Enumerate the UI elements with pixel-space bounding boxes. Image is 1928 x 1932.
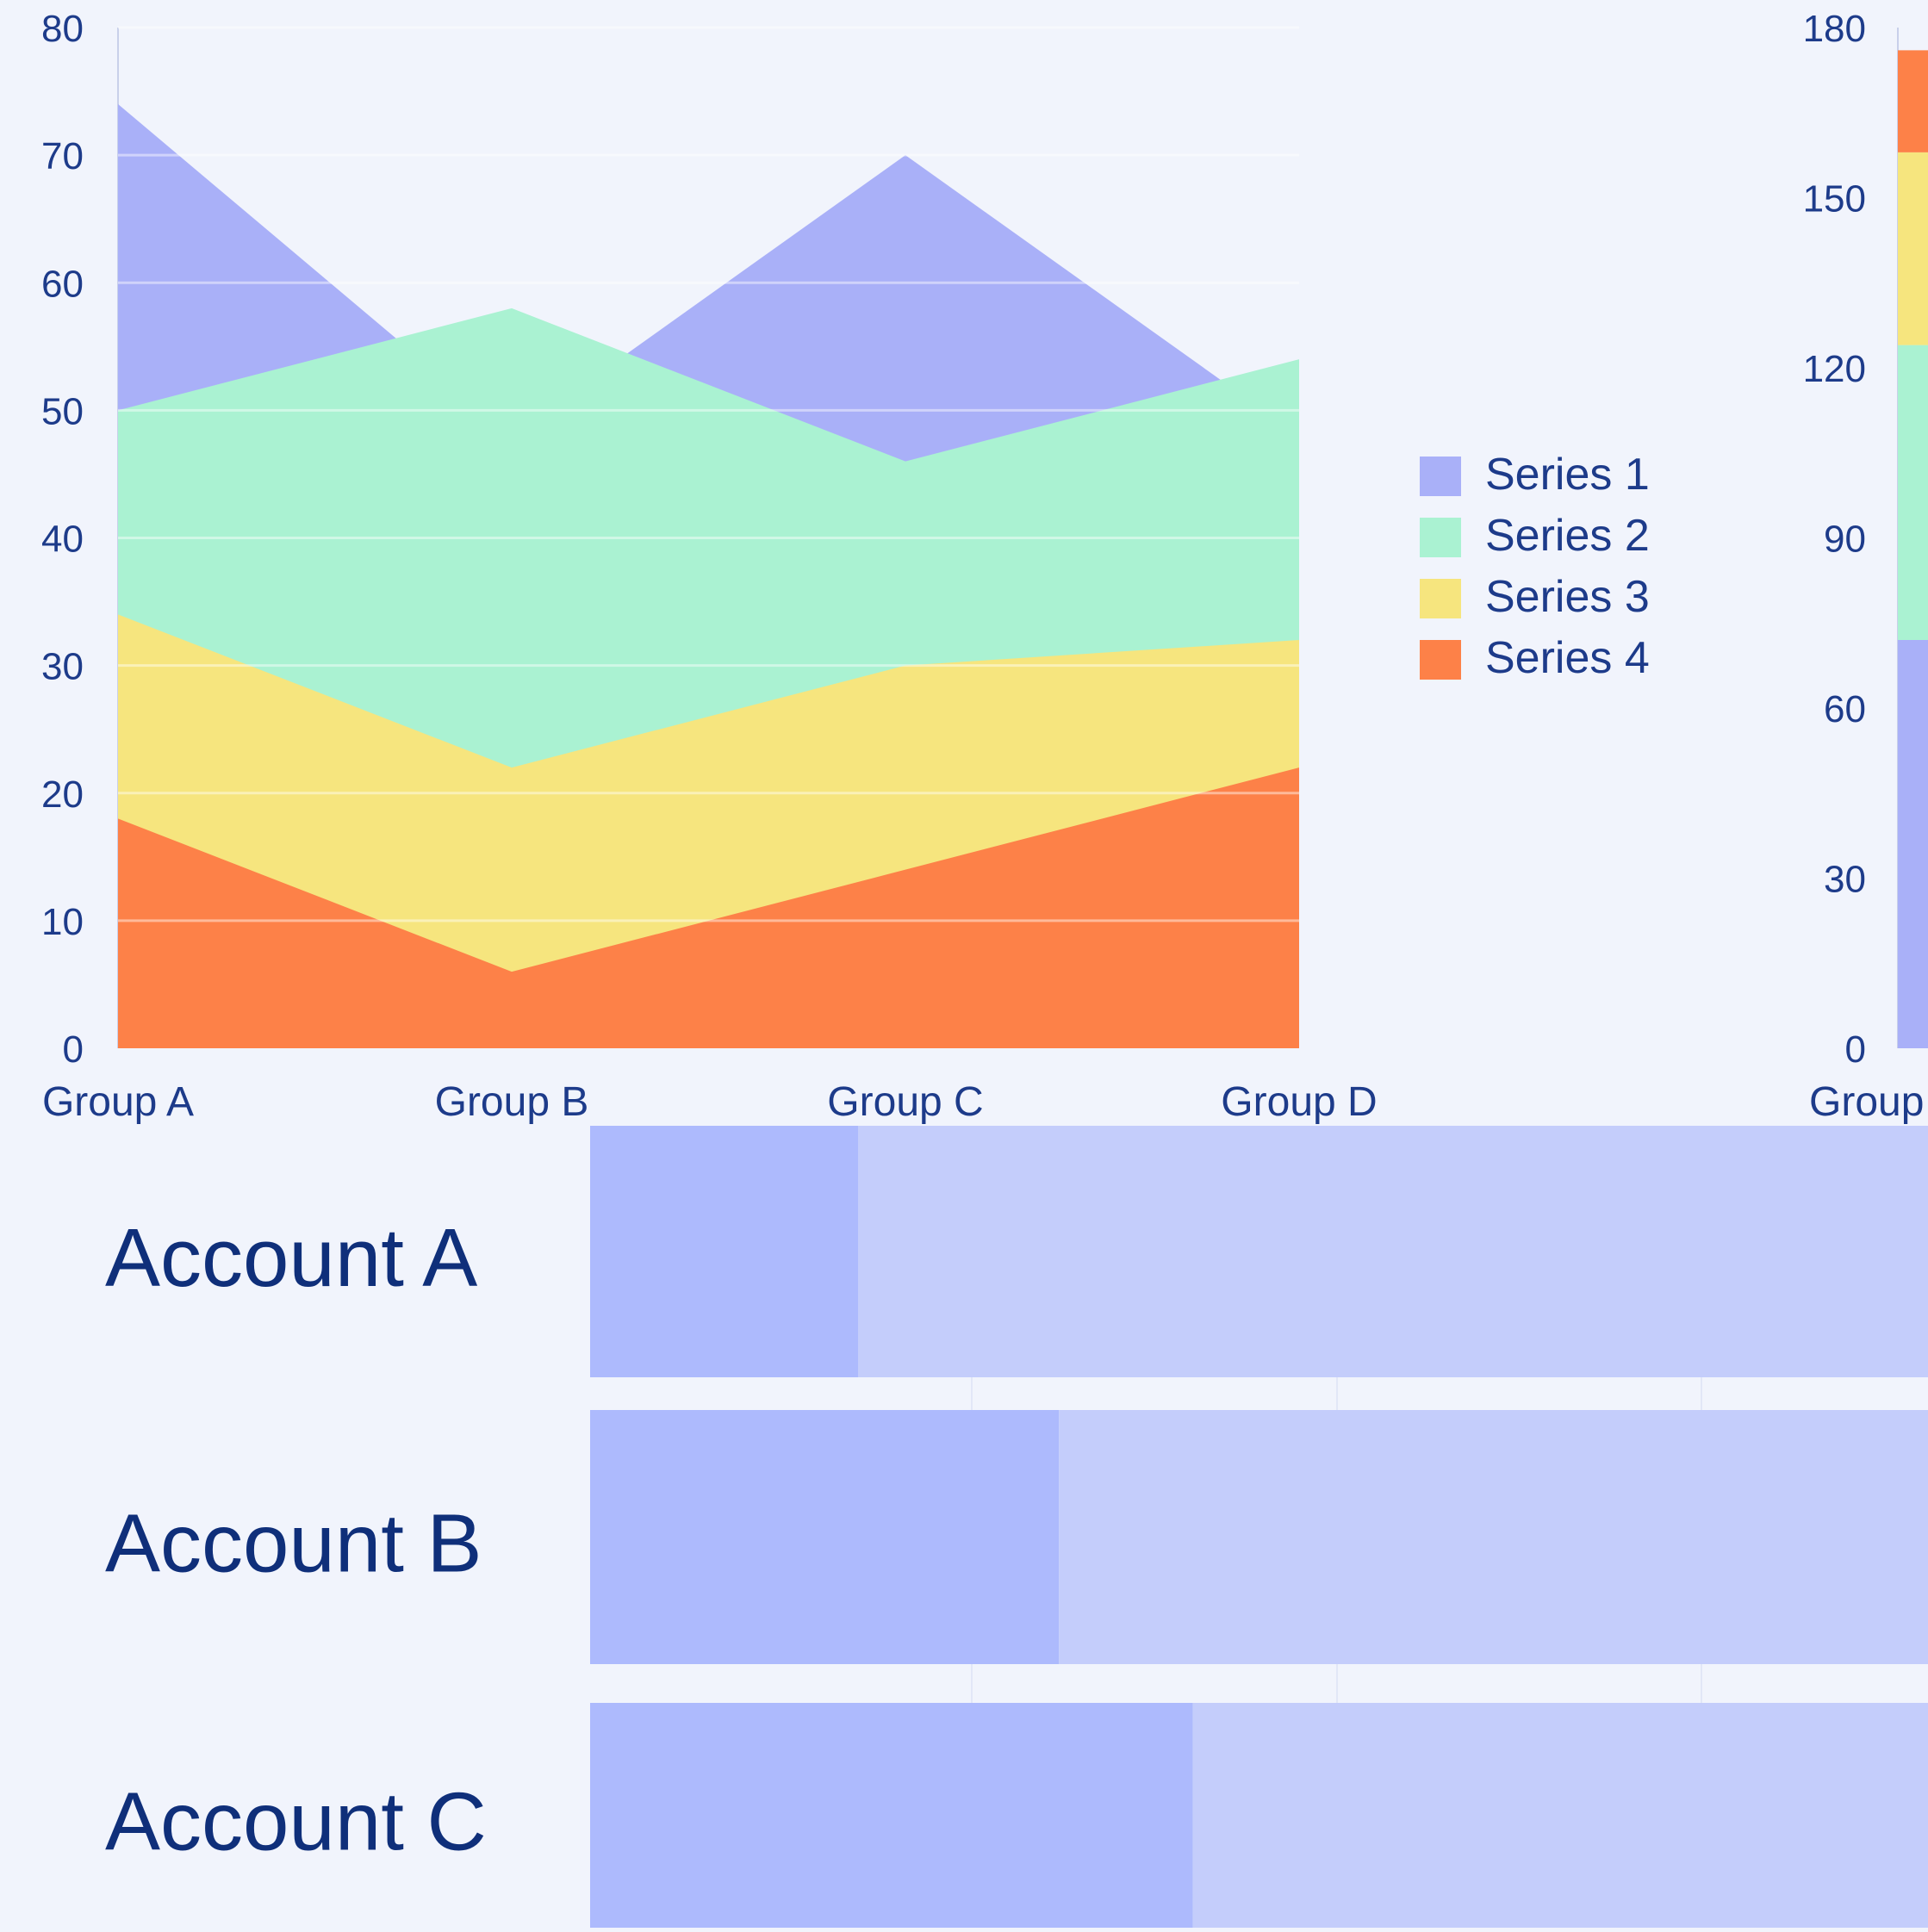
x-tick-label: Group D	[1221, 1079, 1377, 1125]
area-chart-main: 0 10 20 30 40 50 60 70 80 Group A Group B Group C Gr…	[41, 8, 1650, 1125]
bar-segment-1	[590, 1410, 1060, 1664]
x-tick-label: Group A	[42, 1079, 194, 1125]
y-tick-label: 0	[63, 1028, 84, 1071]
y-tick-label: 30	[41, 646, 84, 688]
legend-label: Series 4	[1485, 633, 1650, 683]
y-tick-label: 90	[1824, 519, 1866, 561]
bar-segment-2	[1059, 1410, 1928, 1664]
x-tick-label: Group	[1809, 1079, 1924, 1125]
y-tick-label: 180	[1803, 8, 1866, 50]
account-bar-chart: Account A Account B Account C	[105, 1126, 1928, 1928]
legend-label: Series 3	[1485, 572, 1650, 622]
y-tick-label: 40	[41, 519, 84, 561]
legend-swatch	[1420, 579, 1461, 618]
legend-swatch	[1420, 518, 1461, 557]
x-tick-label: Group C	[827, 1079, 983, 1125]
legend-label: Series 2	[1485, 511, 1650, 561]
stacked-area-series-4	[1898, 50, 1928, 152]
legend-swatch	[1420, 457, 1461, 496]
stacked-area-series-3	[1898, 152, 1928, 345]
y-tick-label: 60	[1824, 688, 1866, 730]
y-tick-label: 0	[1845, 1028, 1866, 1071]
legend-swatch	[1420, 640, 1461, 680]
bar-segment-1	[590, 1703, 1193, 1928]
category-label: Account C	[105, 1776, 487, 1868]
area-chart-side: 0 30 60 90 120 150 180 Group	[1803, 8, 1928, 1125]
y-tick-label: 80	[41, 8, 84, 50]
y-tick-label: 20	[41, 773, 84, 816]
y-tick-label: 30	[1824, 859, 1866, 901]
category-label: Account A	[105, 1212, 477, 1304]
y-tick-label: 120	[1803, 348, 1866, 390]
bar-segment-1	[590, 1126, 858, 1377]
y-tick-label: 10	[41, 901, 84, 943]
stacked-area-series-1	[1898, 640, 1928, 1048]
y-tick-label: 50	[41, 390, 84, 432]
x-tick-label: Group B	[435, 1079, 589, 1125]
area-series-4	[118, 767, 1299, 1048]
category-label: Account B	[105, 1498, 482, 1590]
y-tick-label: 150	[1803, 178, 1866, 221]
legend-label: Series 1	[1485, 450, 1650, 500]
bar-segment-2	[1192, 1703, 1928, 1928]
stacked-area-series-2	[1898, 345, 1928, 640]
bar-segment-2	[858, 1126, 1928, 1377]
y-tick-label: 70	[41, 135, 84, 177]
y-tick-label: 60	[41, 263, 84, 305]
